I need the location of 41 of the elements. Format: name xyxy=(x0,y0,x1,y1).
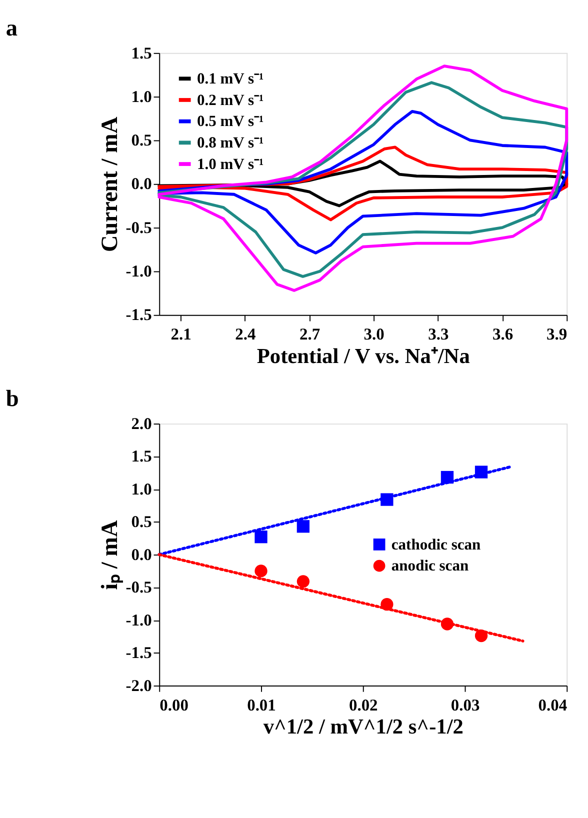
x-tick-label: 3.0 xyxy=(364,324,384,344)
x-tick-label: 0.01 xyxy=(247,695,276,714)
chart-title: b xyxy=(6,386,19,412)
y-tick-label: -1.5 xyxy=(126,305,152,324)
legend-label: 0.1 mV s⁻¹ xyxy=(196,70,264,88)
y-tick-label: 1.5 xyxy=(131,43,152,62)
y-tick-label: 0.5 xyxy=(131,130,152,150)
y-tick-label: -0.5 xyxy=(126,218,152,237)
y-tick-label: -0.5 xyxy=(126,578,152,597)
y-tick-label: 1.5 xyxy=(131,446,152,466)
y-tick-label: 0.5 xyxy=(131,512,152,532)
x-tick-label: 3.9 xyxy=(546,324,568,344)
legend-label: anodic scan xyxy=(391,558,469,575)
chart-title: a xyxy=(6,15,18,42)
x-tick-label: 0.02 xyxy=(348,695,378,714)
x-tick-label: 3.6 xyxy=(492,324,514,344)
x-tick-label: 0.04 xyxy=(538,695,568,714)
y-tick-label: 2.0 xyxy=(131,414,152,433)
y-tick-label: 1.0 xyxy=(131,479,152,498)
x-tick-label: 2.7 xyxy=(299,324,320,344)
x-tick-label: 2.1 xyxy=(170,324,192,344)
y-tick-label: -1.5 xyxy=(126,643,152,662)
y-tick-label: 1.0 xyxy=(131,86,152,106)
x-tick-label: 0.00 xyxy=(160,695,188,714)
x-tick-label: 3.3 xyxy=(428,324,449,344)
legend-label: 1.0 mV s⁻¹ xyxy=(196,156,264,173)
legend-label: 0.5 mV s⁻¹ xyxy=(196,113,264,130)
y-axis-title: iₚ / mA xyxy=(97,520,124,590)
y-tick-label: 0.0 xyxy=(131,174,152,194)
y-tick-label: -1.0 xyxy=(126,610,152,630)
x-tick-label: 0.03 xyxy=(450,695,480,714)
y-tick-label: -2.0 xyxy=(126,676,152,695)
x-axis-title: v^1/2 / mV^1/2 s^-1/2 xyxy=(263,714,464,739)
legend-label: 0.2 mV s⁻¹ xyxy=(196,92,264,109)
legend-label: 0.8 mV s⁻¹ xyxy=(196,134,264,152)
y-axis-title: Current / mA xyxy=(97,116,124,252)
y-tick-label: -1.0 xyxy=(126,262,152,281)
x-tick-label: 2.4 xyxy=(235,324,256,344)
x-axis-title: Potential / V vs. Na⁺/Na xyxy=(256,344,470,368)
legend-label: cathodic scan xyxy=(391,536,482,554)
y-tick-label: 0.0 xyxy=(131,544,152,564)
